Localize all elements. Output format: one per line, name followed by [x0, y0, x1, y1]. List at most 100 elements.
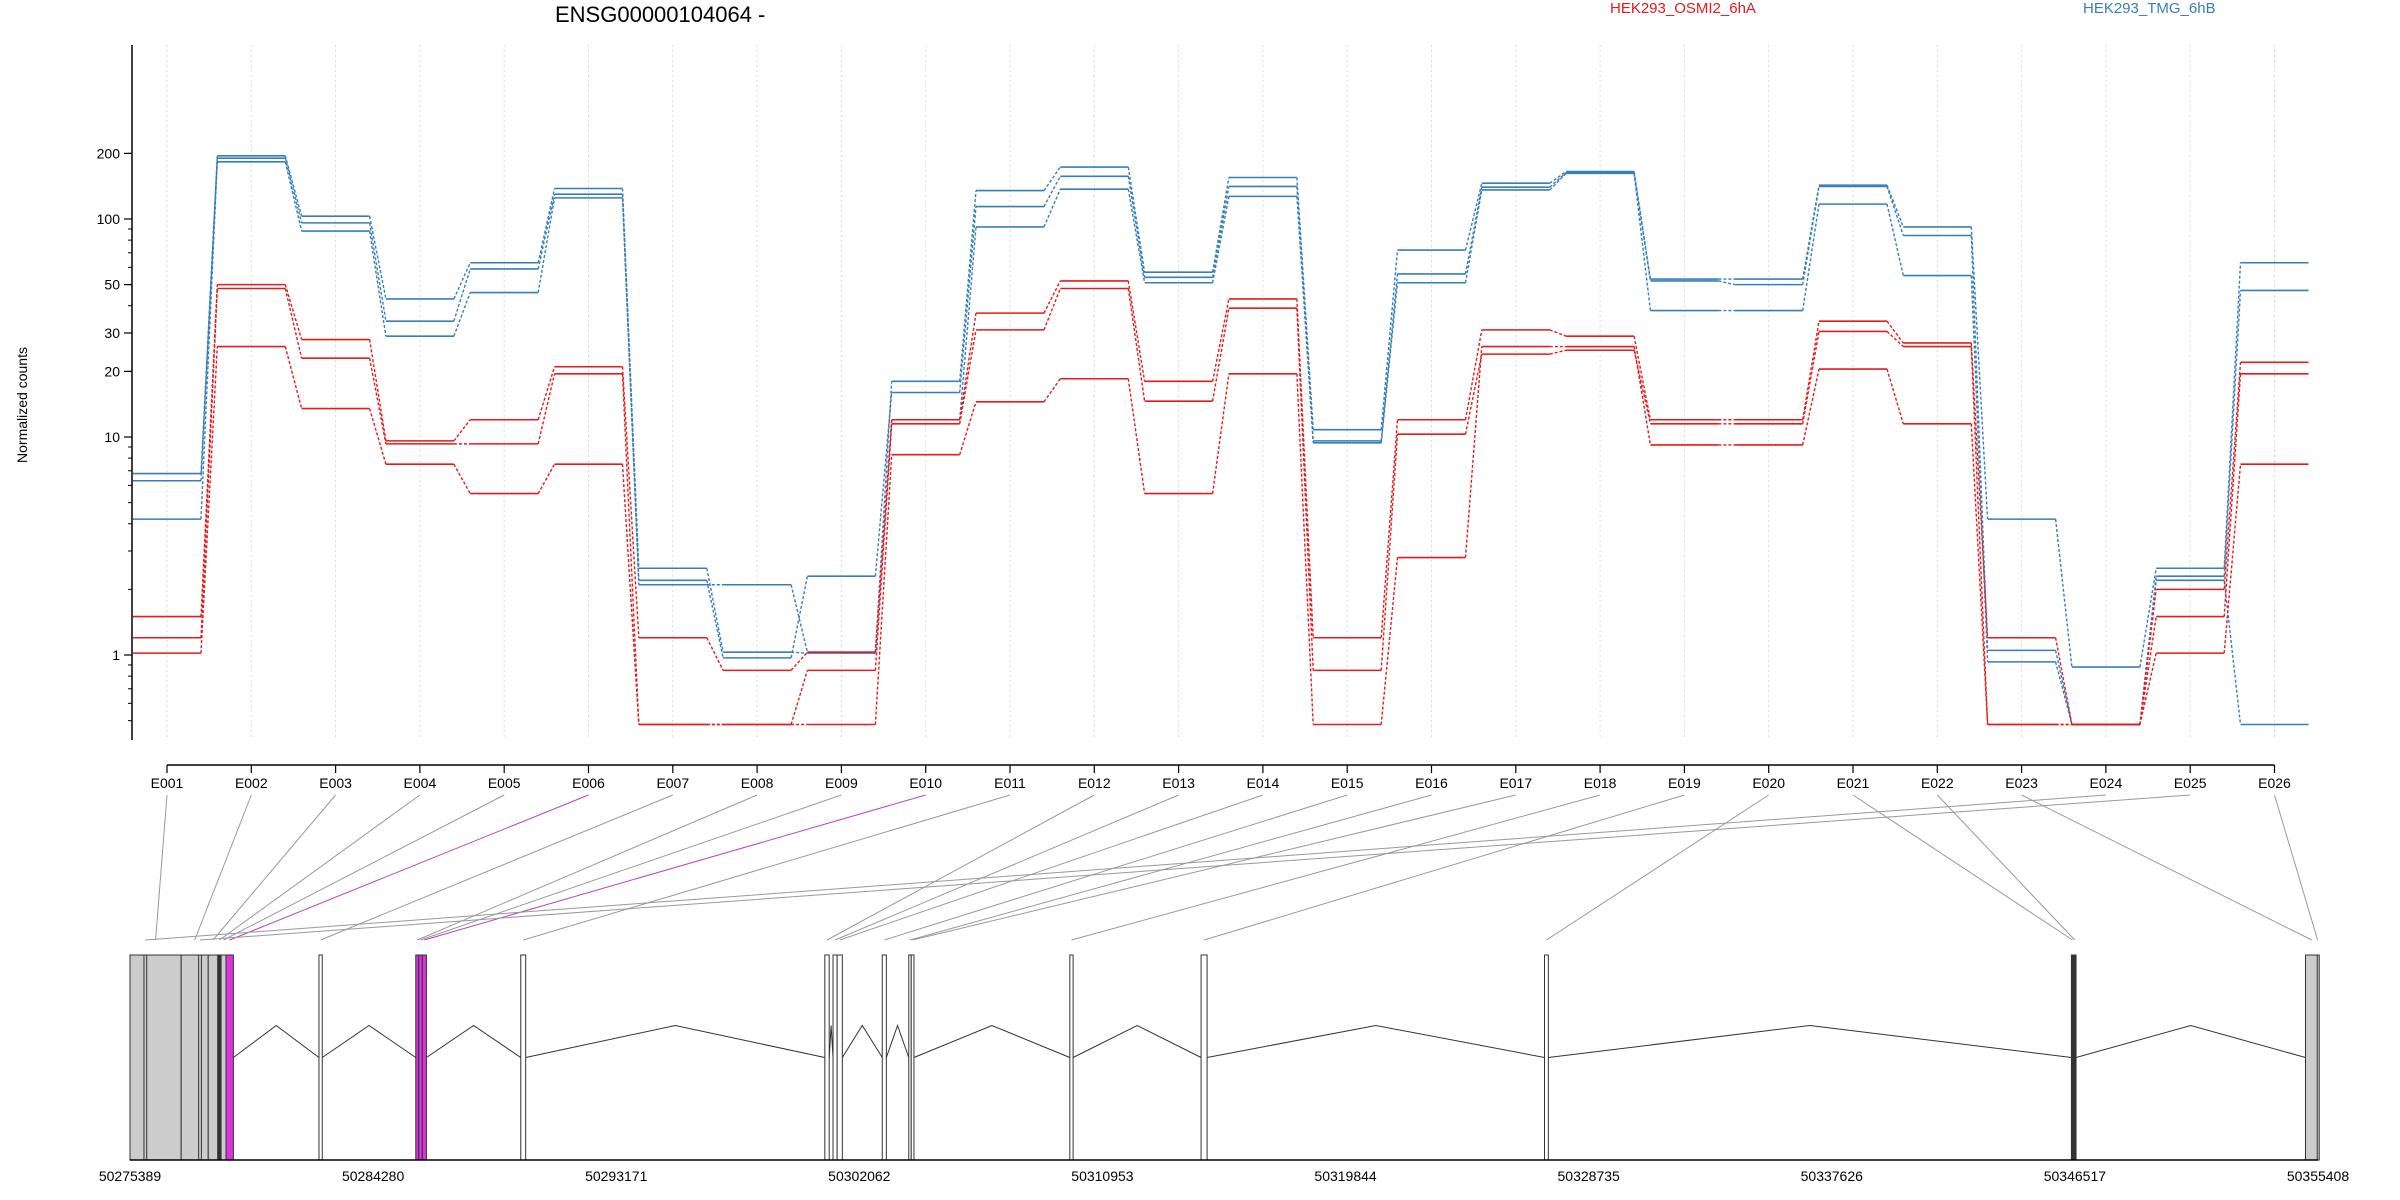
series-0-connector-E023 — [2054, 519, 2073, 668]
coordinate-label-50302062: 50302062 — [828, 1168, 891, 1184]
y-axis-label: Normalized counts — [14, 347, 30, 463]
series-2-connector-E016 — [1464, 189, 1483, 283]
x-tick-label-E004: E004 — [404, 775, 437, 791]
series-3-connector-E025 — [2223, 362, 2242, 590]
series-3-connector-E003 — [368, 339, 387, 441]
x-tick-label-E015: E015 — [1331, 775, 1364, 791]
series-1-connector-E017 — [1549, 172, 1567, 188]
exon-connector-E006 — [229, 794, 589, 941]
series-1-connector-E009 — [874, 392, 893, 577]
series-2-connector-E023 — [2054, 661, 2073, 725]
series-0-connector-E002 — [284, 155, 303, 217]
series-2-connector-E002 — [284, 161, 303, 232]
series-2-connector-E022 — [1970, 275, 1989, 662]
intron-3 — [525, 1024, 825, 1058]
x-tick-label-E016: E016 — [1415, 775, 1448, 791]
series-4-connector-E009 — [874, 423, 893, 671]
x-tick-label-E012: E012 — [1078, 775, 1111, 791]
series-4-connector-E002 — [284, 288, 303, 359]
series-5-connector-E004 — [453, 463, 471, 494]
x-tick-label-E024: E024 — [2090, 775, 2123, 791]
x-tick-label-E019: E019 — [1668, 775, 1701, 791]
series-3-connector-E013 — [1211, 298, 1230, 382]
series-4-connector-E006 — [621, 373, 640, 725]
exon-E025 — [198, 954, 202, 1161]
chart-title: ENSG00000104064 - — [555, 2, 766, 27]
series-2-connector-E010 — [959, 226, 977, 420]
series-4-connector-E001 — [200, 288, 218, 638]
y-tick-label-30: 30 — [104, 325, 120, 341]
series-5-connector-E020 — [1802, 368, 1820, 446]
exon-E002 — [180, 954, 209, 1161]
series-3-connector-E017 — [1549, 329, 1567, 337]
intron-8 — [1072, 1024, 1202, 1058]
x-tick-label-E013: E013 — [1162, 775, 1195, 791]
series-1-connector-E004 — [453, 268, 471, 322]
series-2-connector-E014 — [1296, 196, 1314, 443]
series-3-connector-E021 — [1886, 320, 1904, 344]
series-3-connector-E016 — [1464, 329, 1483, 420]
x-tick-label-E011: E011 — [994, 775, 1026, 791]
series-1-connector-E011 — [1043, 175, 1061, 207]
series-5-connector-E024 — [2139, 652, 2157, 725]
x-tick-label-E014: E014 — [1247, 775, 1280, 791]
series-0-connector-E005 — [537, 188, 556, 263]
exon-connector-E007 — [320, 794, 673, 941]
series-4-connector-E012 — [1127, 288, 1146, 402]
exon-E009 — [418, 954, 423, 1161]
series-0-connector-E011 — [1043, 166, 1061, 191]
exon-connector-E017 — [912, 794, 1516, 941]
series-4-connector-E020 — [1802, 331, 1820, 424]
exon-connector-E011 — [523, 794, 1011, 941]
coordinate-label-50355408: 50355408 — [2287, 1168, 2350, 1184]
series-5-connector-E012 — [1127, 378, 1146, 494]
exon-E014 — [836, 954, 843, 1161]
series-1-connector-E005 — [537, 194, 556, 270]
legend-entry-tmg: HEK293_TMG_6hB — [2083, 0, 2216, 17]
intron-1 — [321, 1024, 417, 1058]
series-4-connector-E018 — [1633, 350, 1652, 424]
series-2-connector-E021 — [1886, 203, 1904, 276]
exon-connector-E018 — [1071, 794, 1601, 941]
series-1-connector-E025 — [2223, 290, 2242, 577]
exon-connector-E013 — [834, 794, 1179, 941]
series-5-connector-E025 — [2223, 464, 2242, 654]
exon-connector-E021 — [1852, 794, 2073, 941]
exon-E006 — [225, 954, 234, 1161]
series-0-connector-E016 — [1464, 183, 1483, 251]
exon-connector-E025 — [199, 794, 2191, 941]
exon-connector-E015 — [884, 794, 1348, 941]
exon-connector-E023 — [2021, 794, 2312, 941]
series-5-connector-E018 — [1633, 346, 1652, 446]
exon-connector-E001 — [155, 794, 168, 941]
exon-E018 — [1069, 954, 1074, 1161]
series-0-connector-E004 — [453, 262, 471, 300]
series-0-connector-E012 — [1127, 166, 1146, 273]
intron-2 — [426, 1024, 522, 1058]
coordinate-label-50284280: 50284280 — [342, 1168, 405, 1184]
y-tick-label-10: 10 — [104, 429, 120, 445]
intron-0 — [233, 1024, 320, 1058]
series-1-connector-E020 — [1802, 186, 1820, 285]
series-2-connector-E025 — [2223, 580, 2242, 725]
series-2-connector-E011 — [1043, 188, 1061, 228]
series-3-connector-E009 — [874, 419, 893, 653]
exon-E012 — [824, 954, 830, 1161]
series-4-connector-E017 — [1549, 349, 1567, 355]
exon-E017 — [910, 954, 915, 1161]
series-1-connector-E003 — [368, 222, 387, 322]
exon-connector-E005 — [223, 794, 505, 941]
series-3-connector-E002 — [284, 284, 303, 340]
series-5-connector-E002 — [284, 346, 303, 409]
exon-E013 — [832, 954, 838, 1161]
x-tick-label-E008: E008 — [741, 775, 774, 791]
series-3-connector-E015 — [1380, 419, 1399, 638]
x-tick-label-E022: E022 — [1921, 775, 1954, 791]
exon-connector-E016 — [909, 794, 1432, 941]
exon-connector-E024 — [145, 794, 2106, 941]
exon-E020 — [1544, 954, 1549, 1161]
series-1-connector-E023 — [2054, 650, 2073, 725]
series-4-connector-E014 — [1296, 308, 1314, 671]
exon-E011 — [520, 954, 527, 1161]
series-0-connector-E017 — [1549, 171, 1567, 184]
